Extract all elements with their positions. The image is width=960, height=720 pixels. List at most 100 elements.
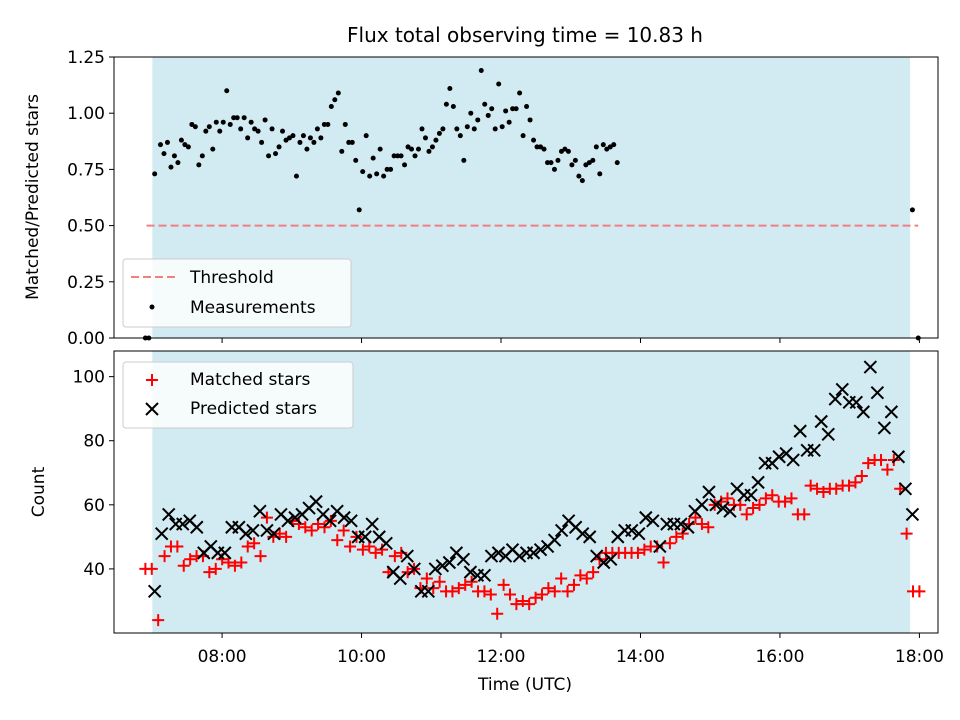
measurement-point (227, 121, 233, 127)
measurement-point (241, 115, 247, 121)
measurement-point (492, 126, 498, 132)
matched-star-mark (855, 469, 868, 482)
matched-star-mark (753, 498, 766, 511)
measurement-point (506, 119, 512, 125)
matched-star-mark (273, 527, 286, 540)
measurement-point (450, 103, 456, 109)
matched-star-mark (427, 582, 440, 595)
predicted-star-mark (442, 555, 457, 570)
predicted-star-mark (597, 555, 611, 570)
predicted-star-mark (463, 565, 478, 579)
predicted-star-mark (400, 549, 414, 563)
matched-star-mark (152, 614, 165, 627)
predicted-star-mark (695, 498, 709, 512)
x-tick-label: 18:00 (895, 647, 944, 667)
measurement-point (471, 126, 477, 132)
matched-star-mark (478, 585, 491, 598)
chart-title: Flux total observing time = 10.83 h (347, 23, 703, 47)
y-tick-label: 80 (83, 432, 105, 452)
measurement-point (360, 169, 366, 175)
measurement-point (412, 153, 418, 159)
measurement-point (520, 133, 526, 139)
measurement-point (593, 144, 599, 150)
matched-star-mark (811, 482, 824, 495)
measurement-point (440, 126, 446, 132)
measurement-point (213, 119, 219, 125)
predicted-star-mark (632, 526, 646, 541)
top-plot-frame (113, 56, 939, 339)
predicted-star-mark (253, 504, 267, 518)
predicted-star-mark (884, 405, 899, 419)
measurement-point (199, 153, 205, 159)
measurement-point (245, 135, 251, 141)
measurement-point (381, 173, 387, 179)
matched-star-mark (567, 578, 580, 591)
measurement-point (513, 106, 519, 112)
predicted-star-mark (393, 571, 407, 586)
measurement-point (325, 121, 331, 127)
x-axis-label: Time (UTC) (477, 675, 572, 695)
top-x-ticks (221, 338, 920, 343)
matched-star-mark (759, 492, 772, 505)
y-tick-label: 0.00 (67, 329, 105, 349)
predicted-star-mark (428, 562, 443, 576)
predicted-star-mark (407, 562, 421, 576)
matched-star-mark (875, 453, 888, 466)
predicted-star-mark (281, 514, 295, 528)
predicted-star-mark (807, 443, 821, 458)
measurement-point (391, 153, 397, 159)
predicted-star-mark (218, 546, 232, 560)
measurement-point (447, 85, 453, 91)
measurement-point (238, 126, 244, 132)
measurement-point (318, 135, 324, 141)
measurement-point (339, 148, 345, 154)
measurement-point (374, 171, 380, 177)
matched-legend-label: Matched stars (190, 370, 310, 390)
matched-star-mark (337, 524, 350, 537)
predicted-star-mark (877, 421, 892, 435)
measurement-point (370, 155, 376, 161)
measurement-point (422, 135, 428, 141)
matched-star-mark (862, 457, 875, 470)
predicted-legend-label: Predicted stars (190, 399, 317, 419)
y-tick-label: 100 (73, 368, 105, 388)
predicted-star-mark (477, 568, 492, 583)
matched-star-mark (184, 553, 197, 566)
y-tick-label: 0.75 (67, 160, 105, 180)
measurement-point (429, 144, 435, 150)
measurement-point (402, 162, 408, 168)
measurement-point (597, 171, 603, 177)
measurements-legend-label: Measurements (190, 298, 316, 318)
count-panel: 40 60 80 100 08:00 10:00 12:00 14:00 16:00 18:00… (29, 350, 944, 695)
measurement-point (328, 103, 334, 109)
matched-star-mark (830, 482, 843, 495)
measurement-point (464, 124, 470, 130)
x-tick-label: 08:00 (198, 647, 247, 667)
predicted-star-mark (162, 507, 176, 522)
measurement-point (478, 67, 484, 73)
threshold-legend-label: Threshold (189, 268, 274, 288)
matched-star-mark (779, 495, 792, 508)
measurement-point (168, 164, 174, 170)
measurement-point (192, 124, 198, 130)
measurement-point (171, 153, 177, 159)
measurement-point (454, 126, 460, 132)
matched-star-mark (145, 562, 158, 575)
measurements-points (142, 67, 921, 341)
matched-star-mark (747, 502, 760, 515)
predicted-star-mark (421, 584, 436, 599)
predicted-legend-swatch (145, 402, 159, 416)
matched-star-mark (452, 582, 465, 595)
measurement-point (273, 151, 279, 157)
matched-star-mark (209, 562, 222, 575)
measurement-point (367, 173, 373, 179)
measurement-point (220, 119, 226, 125)
measurement-point (909, 207, 915, 213)
matched-star-mark (766, 489, 779, 502)
measurement-point (321, 121, 327, 127)
matched-star-mark (695, 518, 708, 531)
matched-star-mark (881, 463, 894, 476)
top-legend-box (122, 258, 352, 328)
x-tick-label: 12:00 (477, 647, 526, 667)
measurement-point (468, 110, 474, 116)
